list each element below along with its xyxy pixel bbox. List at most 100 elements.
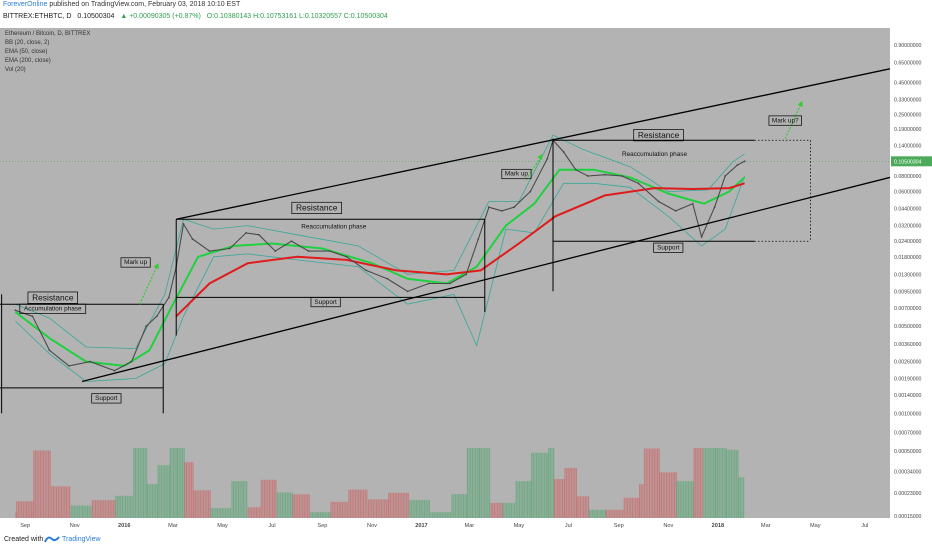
volume-bar (518, 481, 521, 518)
volume-bar (83, 505, 85, 518)
volume-bar (441, 512, 443, 518)
volume-bar (315, 512, 317, 518)
volume-bar (647, 448, 649, 518)
ohlc-values: O:0.10380143 H:0.10753161 L:0.10320557 C… (206, 13, 388, 20)
volume-bar (153, 484, 155, 518)
price-point (448, 282, 451, 285)
volume-bar (389, 492, 391, 518)
volume-bar (479, 448, 481, 518)
volume-bar (567, 467, 569, 518)
price-point (155, 315, 158, 318)
tradingview-brand[interactable]: TradingView (62, 536, 101, 543)
volume-bar (281, 492, 283, 518)
price-point (587, 175, 589, 177)
volume-bar (39, 450, 41, 518)
volume-bar (423, 500, 426, 518)
volume-bar (57, 486, 59, 518)
time-tick-label: May (217, 523, 228, 529)
volume-bar (141, 448, 143, 518)
volume-bar (576, 496, 578, 518)
volume-bar (46, 450, 48, 518)
volume-bar (681, 481, 683, 518)
volume-bar (15, 512, 17, 518)
price-point (228, 247, 231, 250)
volume-bar (715, 448, 717, 518)
volume-bar (584, 496, 586, 518)
volume-bar (216, 508, 219, 518)
volume-bar (120, 495, 122, 518)
volume-bar (275, 479, 277, 518)
annotation-label: Reaccumulation phase (301, 223, 366, 230)
volume-bar (62, 486, 64, 518)
volume-bar (75, 505, 77, 518)
volume-bar (30, 501, 33, 518)
volume-bar (698, 448, 700, 518)
volume-bar (542, 452, 544, 518)
volume-bar (613, 509, 616, 518)
volume-bar (242, 481, 245, 518)
volume-bar (244, 481, 246, 518)
volume-bar (329, 512, 331, 518)
volume-bar (704, 448, 707, 518)
volume-bar (332, 501, 334, 518)
annotation-box (633, 129, 684, 142)
price-chart[interactable]: 0.90000000 0.65000000 0.45000000 0.33000000… (0, 28, 932, 532)
volume-bar (617, 509, 619, 518)
volume-bar (643, 448, 646, 518)
volume-bar (540, 452, 543, 518)
volume-bar (696, 448, 698, 518)
annotation-label: Resistance (638, 130, 680, 140)
time-axis-background (0, 518, 932, 532)
annotation-label: Support (95, 395, 118, 402)
volume-bar (346, 501, 348, 518)
price-point (245, 231, 247, 234)
volume-bar (461, 494, 463, 518)
volume-bar (432, 512, 434, 518)
price-tick-label: 0.45000000 (894, 81, 922, 87)
volume-bar (276, 492, 279, 518)
volume-bar (65, 486, 67, 518)
volume-bar (636, 497, 638, 518)
volume-bar (229, 508, 232, 518)
volume-bar (184, 462, 186, 518)
volume-bar (569, 467, 571, 518)
volume-bar (504, 502, 506, 518)
volume-bar (323, 512, 325, 518)
volume-bar (211, 508, 214, 518)
volume-bar (106, 500, 108, 518)
volume-bar (570, 467, 573, 518)
volume-bar (382, 499, 384, 518)
volume-bar (598, 509, 600, 518)
price-point (657, 200, 660, 203)
volume-bar (454, 494, 456, 518)
volume-bar (665, 472, 668, 518)
volume-bar (196, 490, 198, 518)
volume-bar (428, 500, 430, 518)
volume-bar (583, 496, 585, 518)
price-point (743, 160, 746, 163)
author-link[interactable]: ForeverOnline (3, 1, 48, 8)
time-tick-label: Jul (565, 523, 572, 529)
price-point (48, 349, 51, 352)
volume-bar (699, 448, 702, 518)
volume-bar (478, 448, 480, 518)
volume-bar (90, 505, 92, 518)
volume-bar (114, 500, 116, 518)
price-point (145, 325, 148, 328)
volume-bar (593, 509, 595, 518)
volume-bar (165, 465, 167, 518)
volume-bar (678, 481, 680, 518)
volume-bar (422, 500, 424, 518)
price-point (406, 290, 409, 293)
volume-bar (375, 499, 378, 518)
volume-bar (177, 448, 179, 518)
volume-bar (213, 508, 215, 518)
volume-bar (29, 501, 31, 518)
volume-bar (93, 500, 95, 518)
annotation-box (19, 303, 87, 314)
volume-bar (642, 484, 644, 518)
volume-bar (160, 465, 162, 518)
volume-bar (358, 489, 360, 518)
volume-bar (600, 509, 602, 518)
volume-bar (531, 452, 533, 518)
